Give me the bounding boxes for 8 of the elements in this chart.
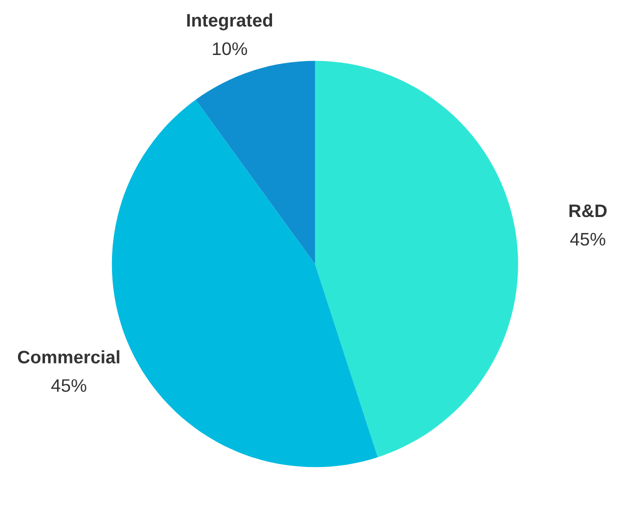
pie-slice <box>196 60 315 264</box>
pie-slice <box>315 60 518 458</box>
data-label: 45% <box>51 379 86 392</box>
data-label: 10% <box>212 42 248 56</box>
slice-label: Commercial <box>18 350 120 364</box>
data-label: 45% <box>570 232 606 246</box>
slice-label: Integrated <box>187 13 272 30</box>
slice-label: R&D <box>569 204 607 218</box>
